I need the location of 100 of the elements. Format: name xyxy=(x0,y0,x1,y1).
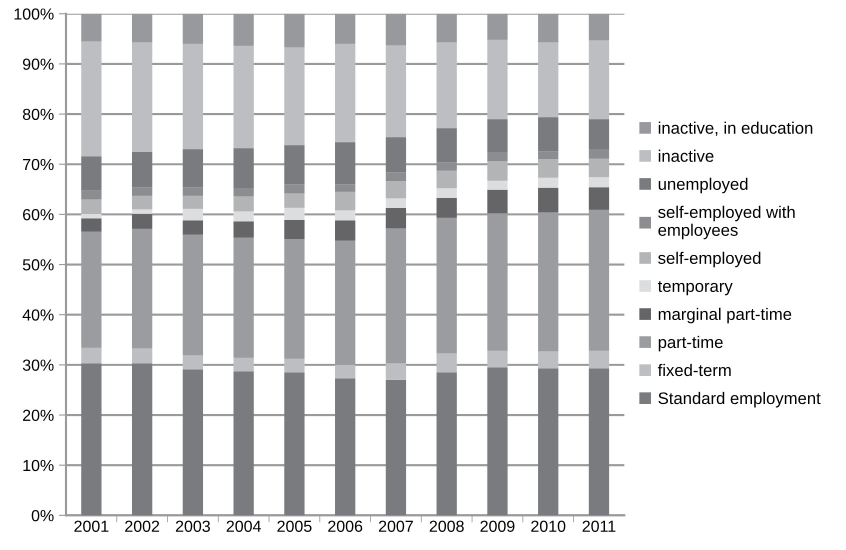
bar xyxy=(284,184,305,194)
legend-label: unemployed xyxy=(658,178,748,194)
bar xyxy=(284,145,305,184)
bar xyxy=(182,196,204,209)
x-tick-label: 2007 xyxy=(378,520,413,532)
bar xyxy=(538,42,558,118)
bar xyxy=(182,369,204,516)
bar xyxy=(487,190,508,214)
bar xyxy=(538,151,558,160)
bar xyxy=(233,358,254,372)
bar xyxy=(81,190,102,200)
bar xyxy=(132,187,152,196)
y-tick-label: 10% xyxy=(23,460,54,472)
bar xyxy=(284,193,305,208)
bar xyxy=(487,152,508,162)
bar xyxy=(487,119,508,153)
bar xyxy=(386,172,406,182)
bar xyxy=(182,355,204,370)
bar xyxy=(233,46,254,148)
bar xyxy=(487,367,508,516)
bar xyxy=(182,187,204,196)
legend-label: self-employed xyxy=(658,252,760,268)
bar xyxy=(588,40,610,120)
bar xyxy=(335,210,356,220)
y-tick-label: 50% xyxy=(22,259,54,270)
x-tick-label: 2004 xyxy=(226,520,261,532)
bar xyxy=(284,208,305,220)
bar xyxy=(81,214,102,218)
legend-label: self-employed with employees xyxy=(658,206,795,240)
y-tick-label: 70% xyxy=(23,158,54,170)
y-tick-label: 0% xyxy=(32,510,54,522)
bar xyxy=(81,363,102,516)
y-tick-label: 80% xyxy=(22,108,54,120)
bar xyxy=(81,199,102,214)
bar xyxy=(132,214,152,229)
bar xyxy=(335,192,356,210)
bar xyxy=(284,220,305,239)
legend-label: Standard employment xyxy=(658,392,821,408)
bar xyxy=(81,348,102,364)
bar xyxy=(386,198,406,208)
bar xyxy=(538,351,558,368)
bar xyxy=(487,40,508,120)
bar xyxy=(335,378,356,516)
bar xyxy=(335,220,356,240)
x-tick-label: 2006 xyxy=(328,520,362,532)
bar xyxy=(132,152,152,188)
bar xyxy=(132,348,152,364)
bar xyxy=(335,44,356,142)
bar xyxy=(233,221,254,238)
bar xyxy=(233,148,254,189)
bar xyxy=(588,150,610,159)
bar xyxy=(487,350,508,368)
bar xyxy=(386,208,406,228)
bar xyxy=(436,198,457,218)
bar xyxy=(132,363,152,516)
x-tick-label: 2002 xyxy=(125,520,160,532)
bar xyxy=(538,188,558,212)
x-tick-label: 2008 xyxy=(430,520,464,532)
bar xyxy=(588,350,610,368)
bar xyxy=(538,368,558,516)
bar xyxy=(588,177,610,188)
bar xyxy=(132,42,152,152)
legend-label: marginal part-time xyxy=(658,308,792,324)
bar xyxy=(182,44,204,150)
bar xyxy=(487,180,508,190)
legend-label: temporary xyxy=(658,281,733,296)
bar xyxy=(436,188,457,198)
legend-label: part-time xyxy=(658,336,723,352)
bar xyxy=(386,363,406,380)
bar xyxy=(132,209,152,214)
x-tick-label: 2010 xyxy=(531,520,566,532)
legend-label: inactive, in education xyxy=(658,122,812,136)
bar xyxy=(81,41,102,156)
y-tick-label: 40% xyxy=(22,309,54,321)
bar xyxy=(284,358,305,372)
bar xyxy=(335,364,356,378)
bar xyxy=(132,196,152,210)
y-tick-label: 100% xyxy=(14,8,54,20)
bar xyxy=(538,117,558,152)
legend-label: inactive xyxy=(658,150,714,162)
bar xyxy=(436,353,457,372)
bar xyxy=(182,208,204,220)
bar xyxy=(386,137,406,172)
bar xyxy=(233,196,254,212)
bar xyxy=(81,156,102,190)
bar xyxy=(386,181,406,198)
bar xyxy=(182,220,204,234)
y-tick-label: 90% xyxy=(22,58,54,70)
bar xyxy=(588,119,610,150)
bar xyxy=(182,149,204,188)
y-tick-label: 30% xyxy=(22,360,54,371)
x-tick-label: 2011 xyxy=(582,520,616,532)
bar xyxy=(233,371,254,516)
bar xyxy=(386,45,406,138)
bar xyxy=(538,159,558,178)
x-tick-label: 2001 xyxy=(74,520,108,532)
bar xyxy=(233,188,254,196)
bar xyxy=(436,372,457,516)
legend-label: fixed-term xyxy=(658,364,731,376)
y-tick-label: 20% xyxy=(23,410,54,421)
